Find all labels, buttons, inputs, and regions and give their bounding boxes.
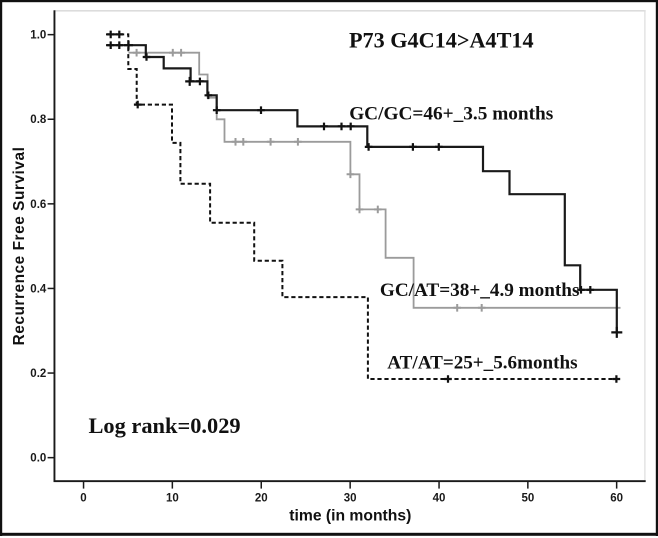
svg-text:0.0: 0.0 [30,453,46,465]
svg-text:0.6: 0.6 [30,199,46,211]
svg-text:GC/AT=38+_4.9 months: GC/AT=38+_4.9 months [380,280,580,301]
svg-text:30: 30 [344,493,357,505]
svg-text:time (in months): time (in months) [289,508,411,525]
svg-text:AT/AT=25+_5.6months: AT/AT=25+_5.6months [387,353,577,374]
svg-text:P73 G4C14>A4T14: P73 G4C14>A4T14 [349,27,534,52]
svg-text:0.8: 0.8 [30,114,47,126]
svg-text:0.4: 0.4 [30,283,47,295]
svg-text:0: 0 [80,493,86,505]
svg-text:Log rank=0.029: Log rank=0.029 [89,413,241,438]
svg-text:20: 20 [255,493,268,505]
svg-text:1.0: 1.0 [30,30,46,42]
svg-text:50: 50 [522,493,535,505]
svg-text:Recurrence Free Survival: Recurrence Free Survival [11,147,28,346]
svg-text:60: 60 [610,493,623,505]
svg-text:GC/GC=46+_3.5 months: GC/GC=46+_3.5 months [349,103,554,124]
svg-text:10: 10 [166,493,179,505]
svg-text:0.2: 0.2 [30,368,46,380]
svg-text:40: 40 [433,493,446,505]
